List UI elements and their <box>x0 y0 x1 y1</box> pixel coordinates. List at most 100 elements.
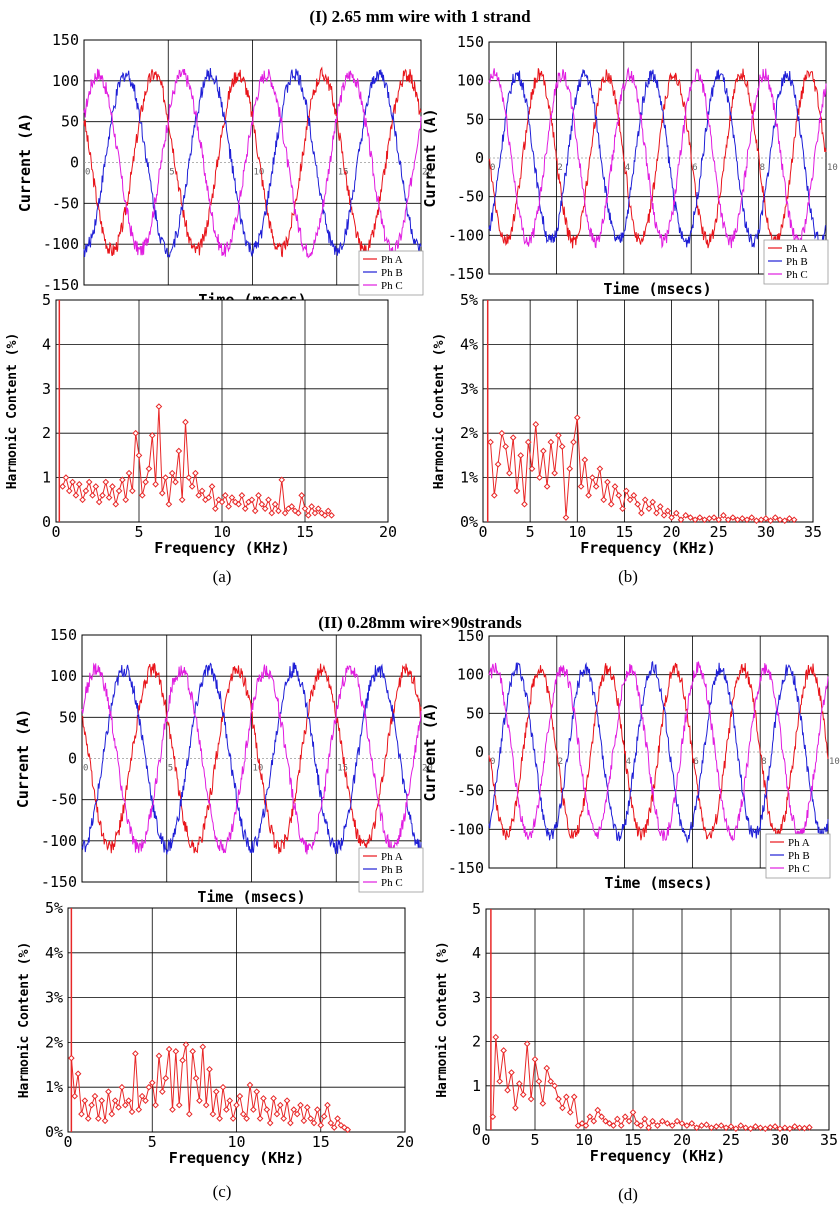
data-point <box>585 492 592 499</box>
x-tick-label: 20 <box>396 1133 414 1151</box>
y-tick-label: 0 <box>472 1121 481 1139</box>
data-point <box>239 1110 247 1118</box>
data-point <box>148 1079 156 1087</box>
data-point <box>71 1092 79 1100</box>
data-point <box>215 496 222 504</box>
data-point <box>135 1106 143 1113</box>
data-point <box>132 1050 139 1057</box>
data-point <box>570 1093 578 1101</box>
data-point <box>771 514 779 521</box>
data-point <box>108 1110 116 1118</box>
data-point <box>558 443 566 450</box>
legend-box <box>358 250 424 296</box>
data-point <box>562 514 570 521</box>
data-point <box>121 1101 129 1109</box>
data-point <box>172 1048 180 1055</box>
data-point <box>738 515 746 522</box>
legend-box <box>763 239 829 285</box>
y-tick-label: 50 <box>59 708 77 726</box>
y-tick-label: 3 <box>42 380 51 398</box>
y-tick-label: 4% <box>460 335 478 353</box>
data-point <box>248 496 256 504</box>
data-point <box>668 514 675 521</box>
data-point <box>607 500 615 508</box>
x-tick-label: 15 <box>337 764 348 774</box>
y-tick-label: 1% <box>460 469 478 487</box>
x-tick-label: 0 <box>63 1133 72 1151</box>
data-point <box>615 492 623 499</box>
data-point <box>594 1106 602 1114</box>
data-point <box>664 507 672 515</box>
series-line-ph-b <box>488 69 827 249</box>
data-point <box>321 512 329 519</box>
data-point <box>551 469 558 477</box>
y-tick-label: 50 <box>466 110 484 128</box>
data-point <box>229 1115 237 1122</box>
data-point <box>266 1119 274 1127</box>
section-title-1: (I) 2.65 mm wire with 1 strand <box>309 7 531 26</box>
data-point <box>317 1121 325 1129</box>
data-point <box>196 1097 203 1104</box>
data-point <box>521 500 528 508</box>
data-point <box>504 1086 511 1094</box>
data-point <box>186 1110 193 1118</box>
data-point <box>344 1126 352 1134</box>
section-title-2: (II) 0.28mm wire×90strands <box>318 613 522 632</box>
data-point <box>253 1088 261 1095</box>
data-point <box>74 1070 82 1078</box>
y-tick-label: -50 <box>52 194 79 212</box>
subfig-label-c: (c) <box>213 1182 232 1201</box>
legend-box <box>765 833 831 879</box>
data-point <box>261 505 269 512</box>
data-point <box>539 1100 547 1107</box>
data-point <box>95 1115 102 1122</box>
data-point <box>283 1097 291 1104</box>
data-point <box>621 1113 629 1121</box>
y-tick-label: 0% <box>460 513 478 531</box>
x-tick-label: 10 <box>227 1133 245 1151</box>
legend: Ph APh BPh C <box>765 833 831 879</box>
y-axis-label: Current (A) <box>16 113 34 212</box>
data-point <box>182 1041 190 1048</box>
x-tick-label: 4 <box>625 163 630 173</box>
data-point <box>743 516 751 524</box>
x-tick-label: 20 <box>422 168 433 178</box>
y-tick-label: 150 <box>457 627 484 645</box>
data-point <box>92 483 100 490</box>
data-point <box>231 498 239 506</box>
data-point <box>82 487 90 495</box>
data-point <box>626 496 634 504</box>
series-line-ph-a <box>83 66 422 258</box>
data-point <box>238 492 246 499</box>
legend-label: Ph C <box>381 280 403 292</box>
data-point <box>555 432 562 439</box>
y-tick-label: 4% <box>45 944 63 962</box>
y-axis-label: Current (A) <box>421 108 439 207</box>
data-point <box>581 456 589 464</box>
data-point <box>179 1057 186 1064</box>
data-point <box>630 492 638 499</box>
data-point <box>592 483 600 490</box>
data-point <box>519 1091 527 1098</box>
data-point <box>566 465 574 473</box>
chart-b-time: 0 2 4 6 8 10 150 100 50 0 -50 -100 -150 Time (msecs) C… <box>421 33 838 298</box>
data-point <box>62 474 70 481</box>
y-tick-label: 150 <box>457 33 484 51</box>
data-point <box>152 1101 159 1109</box>
data-point <box>218 498 226 506</box>
data-point <box>152 480 159 488</box>
data-point <box>617 1122 625 1129</box>
legend-label: Ph B <box>786 256 808 268</box>
data-point <box>761 1125 769 1132</box>
data-point <box>737 1122 745 1129</box>
data-point <box>112 500 120 508</box>
data-point <box>717 1122 725 1129</box>
data-point <box>781 517 789 524</box>
data-point <box>165 500 173 508</box>
data-point <box>142 478 149 486</box>
data-point <box>555 1095 562 1103</box>
data-point <box>527 1095 535 1103</box>
data-point <box>199 1043 207 1051</box>
data-point <box>508 1069 515 1076</box>
